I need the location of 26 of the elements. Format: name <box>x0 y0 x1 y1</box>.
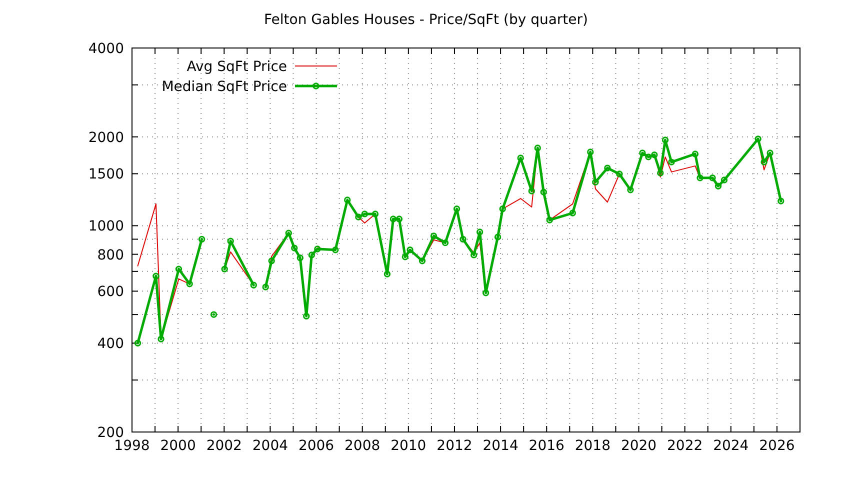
y-tick-label: 800 <box>97 247 124 264</box>
y-tick-label: 4000 <box>88 41 124 57</box>
x-tick-label: 2008 <box>344 438 380 454</box>
y-tick-label: 1500 <box>88 166 124 183</box>
y-tick-label: 600 <box>97 284 124 300</box>
x-tick-label: 2026 <box>759 438 795 454</box>
y-tick-label: 2000 <box>88 130 124 146</box>
x-tick-label: 2000 <box>160 438 196 454</box>
x-tick-label: 2002 <box>206 438 242 454</box>
x-tick-label: 2014 <box>482 438 518 454</box>
x-tick-label: 2010 <box>390 438 426 454</box>
x-tick-label: 1998 <box>114 438 150 454</box>
x-tick-label: 2006 <box>298 438 334 454</box>
legend-label: Median SqFt Price <box>162 79 287 95</box>
x-tick-label: 2018 <box>574 438 611 454</box>
x-tick-label: 2020 <box>620 438 657 454</box>
chart-title: Felton Gables Houses - Price/SqFt (by quarter) <box>264 12 588 28</box>
y-tick-label: 1000 <box>88 218 124 235</box>
y-tick-label: 200 <box>97 425 124 441</box>
x-tick-label: 2004 <box>252 438 288 454</box>
x-tick-label: 2024 <box>713 438 749 454</box>
legend-label: Avg SqFt Price <box>186 59 287 75</box>
y-tick-label: 400 <box>97 336 124 352</box>
x-tick-label: 2012 <box>436 438 472 454</box>
x-tick-label: 2022 <box>667 438 703 454</box>
x-tick-label: 2016 <box>528 438 565 454</box>
